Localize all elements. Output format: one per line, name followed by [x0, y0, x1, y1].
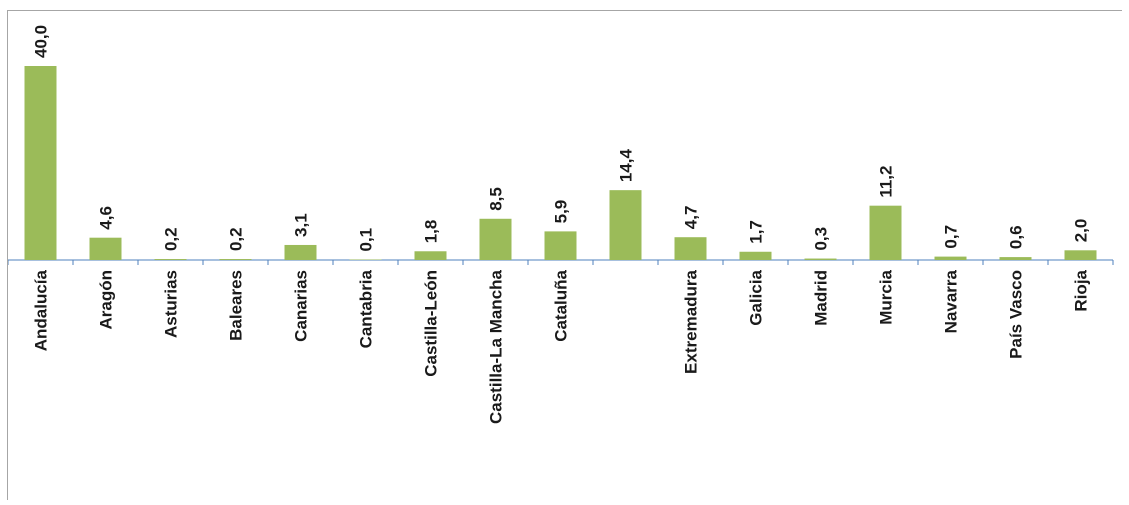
category-label: Castilla-León	[422, 270, 441, 377]
data-label: 0,1	[357, 228, 376, 252]
data-label: 14,4	[617, 149, 636, 183]
data-label: 1,7	[747, 220, 766, 244]
data-label: 0,2	[227, 227, 246, 251]
category-label: País Vasco	[1007, 270, 1026, 359]
bar	[479, 218, 512, 260]
data-label: 4,6	[97, 206, 116, 230]
data-label: 0,2	[162, 227, 181, 251]
bar	[89, 237, 122, 260]
category-label: Castilla-La Mancha	[487, 269, 506, 424]
chart-area: 40,0 Andalucía 4,6 Aragón 0,2 Asturias 0,2 Bale…	[7, 10, 1122, 500]
bar	[24, 66, 57, 260]
bar	[609, 190, 642, 260]
data-label: 3,1	[292, 213, 311, 237]
category-label: Baleares	[227, 270, 246, 341]
bar	[544, 231, 577, 260]
bar	[154, 259, 187, 260]
category-label: Cataluña	[552, 269, 571, 341]
data-label: 40,0	[32, 25, 51, 58]
bar	[934, 256, 967, 260]
data-label: 11,2	[877, 166, 896, 198]
category-label: Canarias	[292, 270, 311, 342]
category-label: Extremadura	[682, 269, 701, 373]
bar	[999, 257, 1032, 260]
bar	[869, 205, 902, 260]
data-label: 0,6	[1007, 225, 1026, 249]
data-label: 0,7	[942, 225, 961, 249]
bar	[1064, 250, 1097, 260]
category-label: Aragón	[97, 270, 116, 330]
category-label: Madrid	[812, 270, 831, 326]
category-label: Asturias	[162, 270, 181, 338]
bar-chart: 40,0 Andalucía 4,6 Aragón 0,2 Asturias 0,2 Bale…	[8, 25, 1114, 424]
category-label: Andalucía	[32, 269, 51, 351]
data-label: 2,0	[1072, 219, 1091, 243]
bar	[739, 251, 772, 260]
data-label: 4,7	[682, 206, 701, 230]
bar	[414, 251, 447, 260]
data-label: 1,8	[422, 220, 441, 244]
category-label: Navarra	[942, 269, 961, 333]
bar	[284, 244, 317, 260]
data-label: 5,9	[552, 200, 571, 224]
data-label: 8,5	[487, 187, 506, 211]
category-label: Rioja	[1072, 269, 1091, 311]
category-label: Galicia	[747, 269, 766, 325]
bar	[219, 259, 252, 260]
bar	[804, 258, 837, 260]
bar	[674, 237, 707, 260]
data-label: 0,3	[812, 227, 831, 251]
category-label: Cantabria	[357, 269, 376, 348]
category-label: Murcia	[877, 269, 896, 324]
